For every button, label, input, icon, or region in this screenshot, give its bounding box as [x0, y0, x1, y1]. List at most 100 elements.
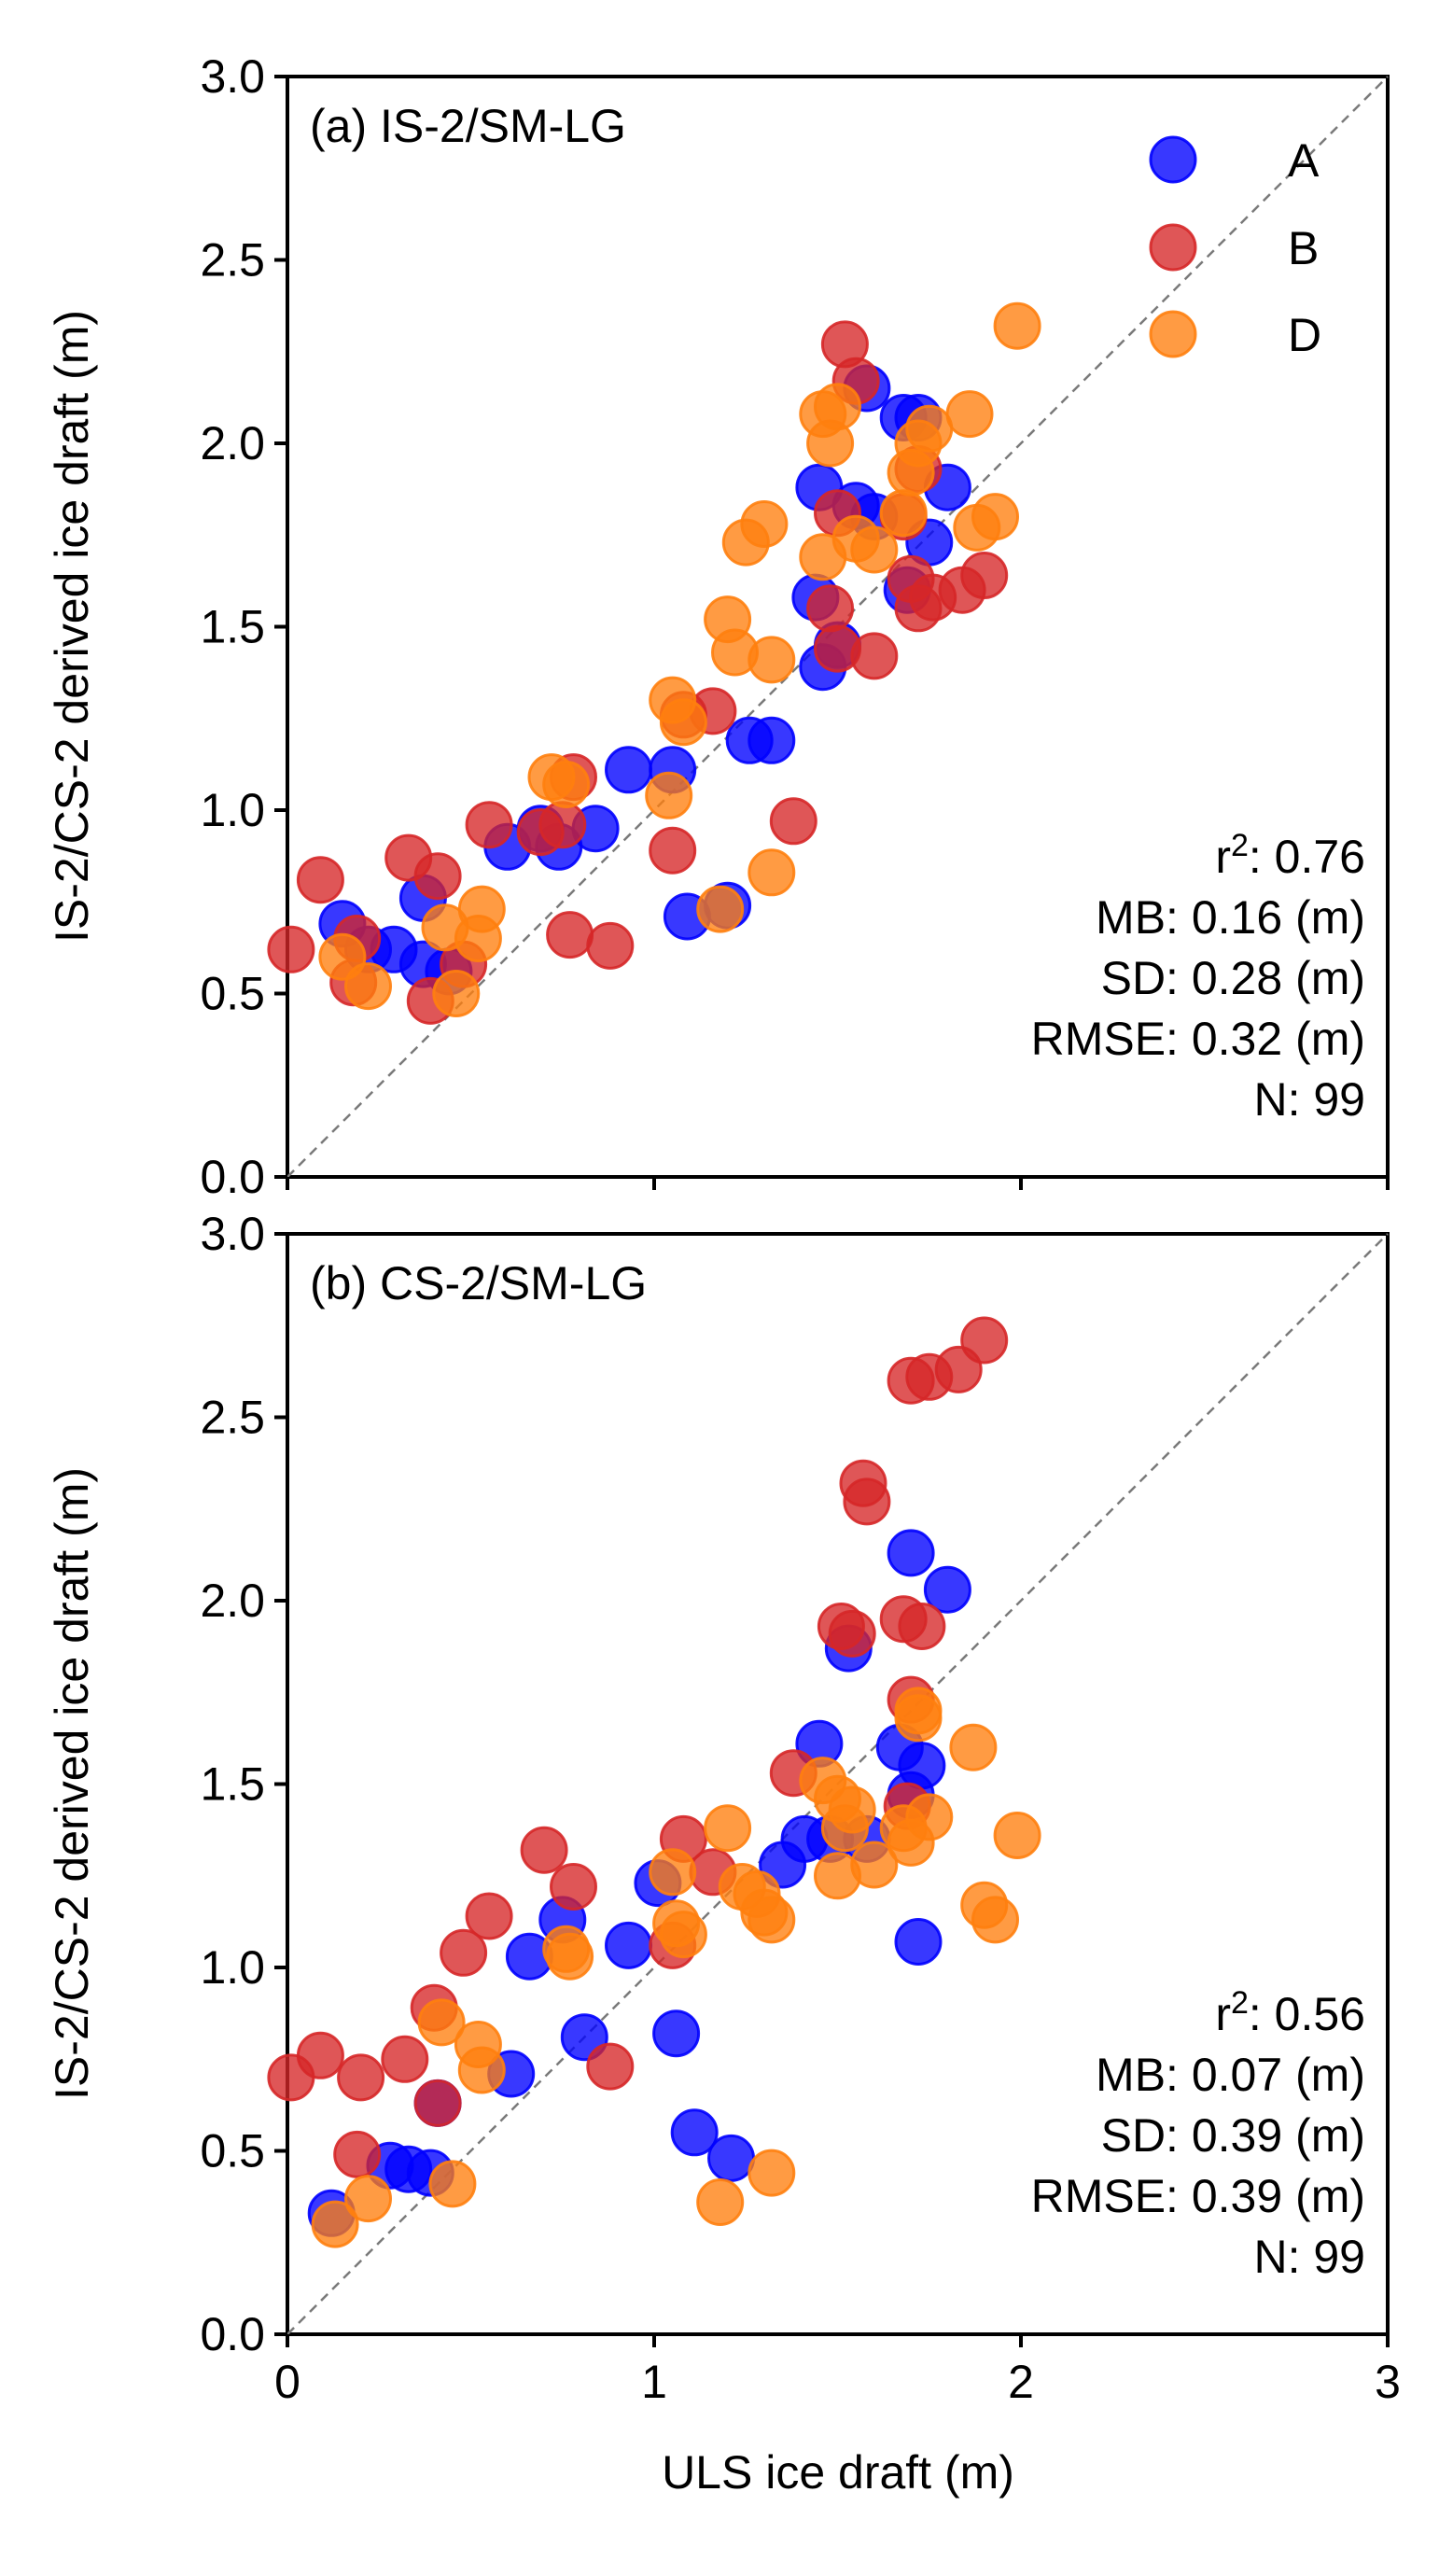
panel-b-x-tick-label-1: 1: [641, 2356, 667, 2408]
panel-a-scatter-points: [267, 301, 1041, 1025]
panel-b-point-d-31: [993, 1812, 1041, 1859]
panel-b-point-b-22: [898, 1603, 946, 1650]
panel-b-point-d-16: [747, 1896, 796, 1944]
panel-a-point-b-0: [267, 925, 315, 973]
panel-a-point-d-20: [814, 383, 861, 431]
panel-b-point-b-19: [843, 1477, 891, 1526]
panel-a-point-b-12: [546, 911, 594, 959]
panel-b-point-b-17: [828, 1609, 876, 1658]
panel-b-point-b-24: [887, 1356, 935, 1405]
panel-a-point-d-17: [747, 848, 796, 897]
panel-a-point-d-28: [945, 390, 994, 439]
panel-a-stat-rmse: RMSE: 0.32 (m): [1031, 1013, 1365, 1065]
panel-b-point-d-7: [546, 1932, 594, 1981]
panel-b-point-d-5: [457, 2046, 506, 2094]
legend-label-a: A: [1288, 134, 1320, 187]
panel-a-y-tick-label-0: 0.0: [200, 1151, 265, 1203]
panel-b-point-b-11: [586, 2042, 635, 2091]
panel-b-point-d-27: [905, 1793, 954, 1841]
panel-b-point-d-30: [971, 1896, 1019, 1944]
panel-a-y-tick-label-1: 0.5: [200, 968, 265, 1020]
panel-b-point-d-1: [344, 2175, 392, 2223]
panel-b-point-d-28: [949, 1723, 998, 1771]
panel-b-point-a-9: [605, 1921, 652, 1969]
panel-a-point-d-23: [850, 525, 899, 574]
panel-a-point-b-13: [586, 921, 635, 970]
panel-b-point-b-3: [333, 2130, 382, 2178]
legend-label-d: D: [1288, 309, 1321, 361]
panel-a-point-b-10: [538, 801, 587, 849]
panel-a-point-d-8: [645, 771, 693, 819]
legend: A B D: [1149, 134, 1321, 361]
panel-a-point-b-18: [806, 584, 855, 633]
panel-b-point-d-32: [894, 1694, 943, 1743]
legend-marker-a: [1149, 135, 1197, 184]
panel-b-stats: r2: 0.56 MB: 0.07 (m) SD: 0.39 (m) RMSE:…: [1031, 1985, 1365, 2283]
panel-b-point-d-10: [659, 1911, 707, 1959]
panel-b-point-d-17: [747, 2149, 796, 2197]
panel-b-point-a-12: [670, 2108, 719, 2157]
panel-b: 0.0 0.5 1.0 1.5 2.0 2.5 3.0 0 1 2 3 (b) CS-2/SM-L…: [46, 1208, 1401, 2499]
panel-a-point-d-27: [905, 404, 954, 453]
panel-b-point-d-3: [417, 1998, 466, 2047]
panel-a-point-b-8: [465, 801, 513, 849]
panel-b-x-tick-label-0: 0: [274, 2356, 300, 2408]
panel-a-point-d-11: [696, 885, 745, 933]
panel-a-point-d-30: [971, 493, 1019, 541]
panel-b-point-b-26: [960, 1316, 1009, 1365]
panel-b-point-d-0: [311, 2200, 359, 2248]
panel-b-point-b-2: [337, 2053, 385, 2102]
panel-a-y-tick-label-5: 2.5: [200, 234, 265, 287]
panel-a-x-ticks: [286, 1177, 1390, 1190]
panel-b-y-tick-label-3: 1.5: [200, 1758, 265, 1811]
panel-b-point-d-11: [696, 2178, 745, 2226]
panel-b-y-tick-label-6: 3.0: [200, 1208, 265, 1260]
panel-b-point-b-4: [381, 2035, 429, 2083]
panel-b-y-axis-label: IS-2/CS-2 derived ice draft (m): [46, 1467, 98, 2100]
panel-b-point-b-7: [440, 1928, 488, 1977]
panel-b-y-tick-label-1: 0.5: [200, 2125, 265, 2177]
panel-a-point-d-24: [879, 489, 928, 538]
panel-b-point-b-8: [465, 1892, 513, 1940]
panel-a-point-d-7: [542, 761, 591, 808]
panel-a-y-tick-label-4: 2.0: [200, 417, 265, 469]
panel-b-point-d-12: [704, 1804, 752, 1853]
panel-b-point-d-23: [850, 1841, 899, 1889]
panel-b-point-a-21: [887, 1529, 935, 1577]
panel-a-point-b-23: [850, 632, 899, 680]
panel-a-point-b-14: [649, 826, 697, 875]
panel-b-title: (b) CS-2/SM-LG: [310, 1257, 647, 1309]
panel-b-x-tick-label-3: 3: [1375, 2356, 1401, 2408]
panel-b-x-ticks: 0 1 2 3: [274, 2334, 1401, 2408]
panel-a-point-a-15: [747, 716, 796, 764]
panel-b-y-tick-label-2: 1.0: [200, 1941, 265, 1994]
panel-b-y-ticks: 0.0 0.5 1.0 1.5 2.0 2.5 3.0: [200, 1208, 287, 2360]
panel-b-point-d-8: [649, 1848, 697, 1897]
panel-a-stat-r2: r2: 0.76: [1215, 828, 1365, 883]
panel-a-point-d-3: [432, 970, 481, 1017]
panel-b-point-b-6: [413, 2079, 462, 2127]
x-axis-label: ULS ice draft (m): [662, 2446, 1014, 2499]
panel-a-title: (a) IS-2/SM-LG: [310, 100, 626, 152]
panel-a-y-tick-label-2: 1.0: [200, 784, 265, 836]
legend-marker-b: [1149, 223, 1197, 272]
legend-label-b: B: [1288, 222, 1319, 274]
panel-a-y-ticks: 0.0 0.5 1.0 1.5 2.0 2.5 3.0: [200, 50, 287, 1203]
panel-a-point-b-6: [413, 852, 462, 901]
panel-a-stat-mb: MB: 0.16 (m): [1096, 891, 1365, 944]
panel-a: 0.0 0.5 1.0 1.5 2.0 2.5 3.0 (a) IS-2/SM-LG IS-…: [46, 50, 1390, 1203]
panel-b-x-tick-label-2: 2: [1008, 2356, 1034, 2408]
panel-a-point-d-16: [747, 636, 796, 684]
panel-b-point-b-9: [520, 1826, 568, 1874]
panel-a-point-d-10: [659, 698, 707, 747]
panel-b-point-d-22: [828, 1785, 876, 1834]
panel-a-point-d-1: [344, 962, 392, 1011]
panel-a-point-b-1: [296, 856, 344, 904]
panel-b-point-a-24: [894, 1918, 943, 1966]
panel-b-stat-n: N: 99: [1253, 2231, 1365, 2283]
panel-a-point-d-31: [993, 301, 1041, 350]
panel-b-stat-sd: SD: 0.39 (m): [1101, 2109, 1365, 2162]
panel-b-y-tick-label-4: 2.0: [200, 1575, 265, 1627]
panel-a-point-b-17: [769, 797, 817, 846]
